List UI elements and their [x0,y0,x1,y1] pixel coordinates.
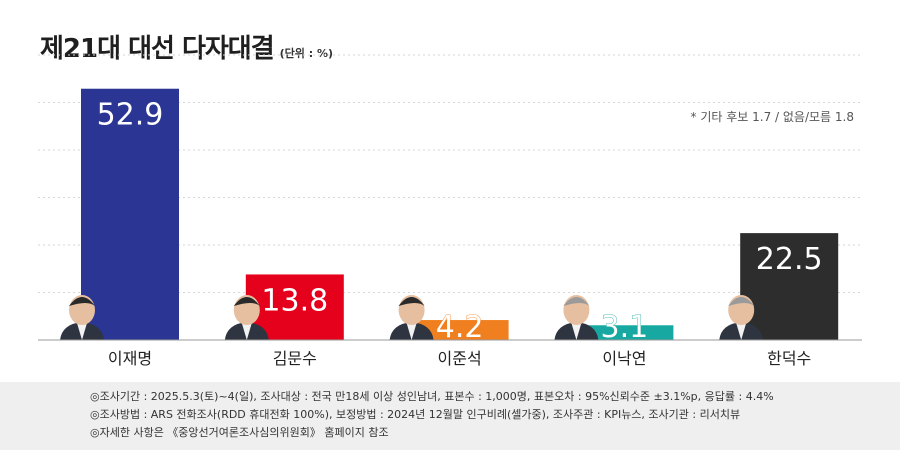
bars-group [81,88,839,340]
title-row: 제21대 대선 다자대결 (단위 : %) [40,28,333,65]
avatar-hair [69,297,95,306]
value-label: 13.8 [261,283,328,318]
candidate-avatar [719,295,764,340]
candidate-avatar [60,295,104,340]
bar [740,233,839,340]
category-label: 이재명 [108,349,152,368]
gridlines [38,54,862,293]
chart-title: 제21대 대선 다자대결 [40,34,275,64]
footer-line-reference: ◎자세한 사항은 《중앙선거여론조사심의위원회》 홈페이지 참조 [90,426,389,439]
footer-line-period: ◎조사기간 : 2025.5.3(토)~4(일), 조사대상 : 전국 만18세… [90,390,774,403]
others-note: * 기타 후보 1.7 / 없음/모름 1.8 [690,110,854,124]
avatar-hair [233,297,260,306]
value-labels-group: 52.9 13.8 4.2 3.1 22.5 [97,98,823,346]
value-label: 52.9 [97,98,164,133]
avatar-shirt [736,323,747,340]
footer-line-method: ◎조사방법 : ARS 전화조사(RDD 휴대전화 100%), 보정방법 : … [90,408,741,421]
category-labels-group: 이재명 김문수 이준석 이낙연 한덕수 [108,349,811,368]
avatar-hair [728,297,755,306]
bar [81,88,179,340]
candidate-avatar [224,295,269,340]
category-label: 이준석 [438,349,482,368]
avatar-hair [398,297,425,306]
avatar-shirt [406,323,417,340]
avatar-hair [563,297,590,306]
category-label: 이낙연 [602,349,646,368]
value-label: 22.5 [756,242,823,277]
avatar-shirt [571,323,582,340]
avatar-shirt [241,323,252,340]
value-label: 4.2 [436,310,484,345]
avatar-shirt [77,323,87,340]
category-label: 김문수 [273,349,317,368]
survey-footer: ◎조사기간 : 2025.5.3(토)~4(일), 조사대상 : 전국 만18세… [0,382,900,450]
bar [575,325,674,340]
candidate-avatar [554,295,599,340]
value-label: 3.1 [601,310,649,345]
bar [410,320,509,340]
avatars-group [60,295,764,340]
unit-label: (단위 : %) [279,47,334,60]
category-label: 한덕수 [767,349,811,368]
candidate-avatar [389,295,434,340]
